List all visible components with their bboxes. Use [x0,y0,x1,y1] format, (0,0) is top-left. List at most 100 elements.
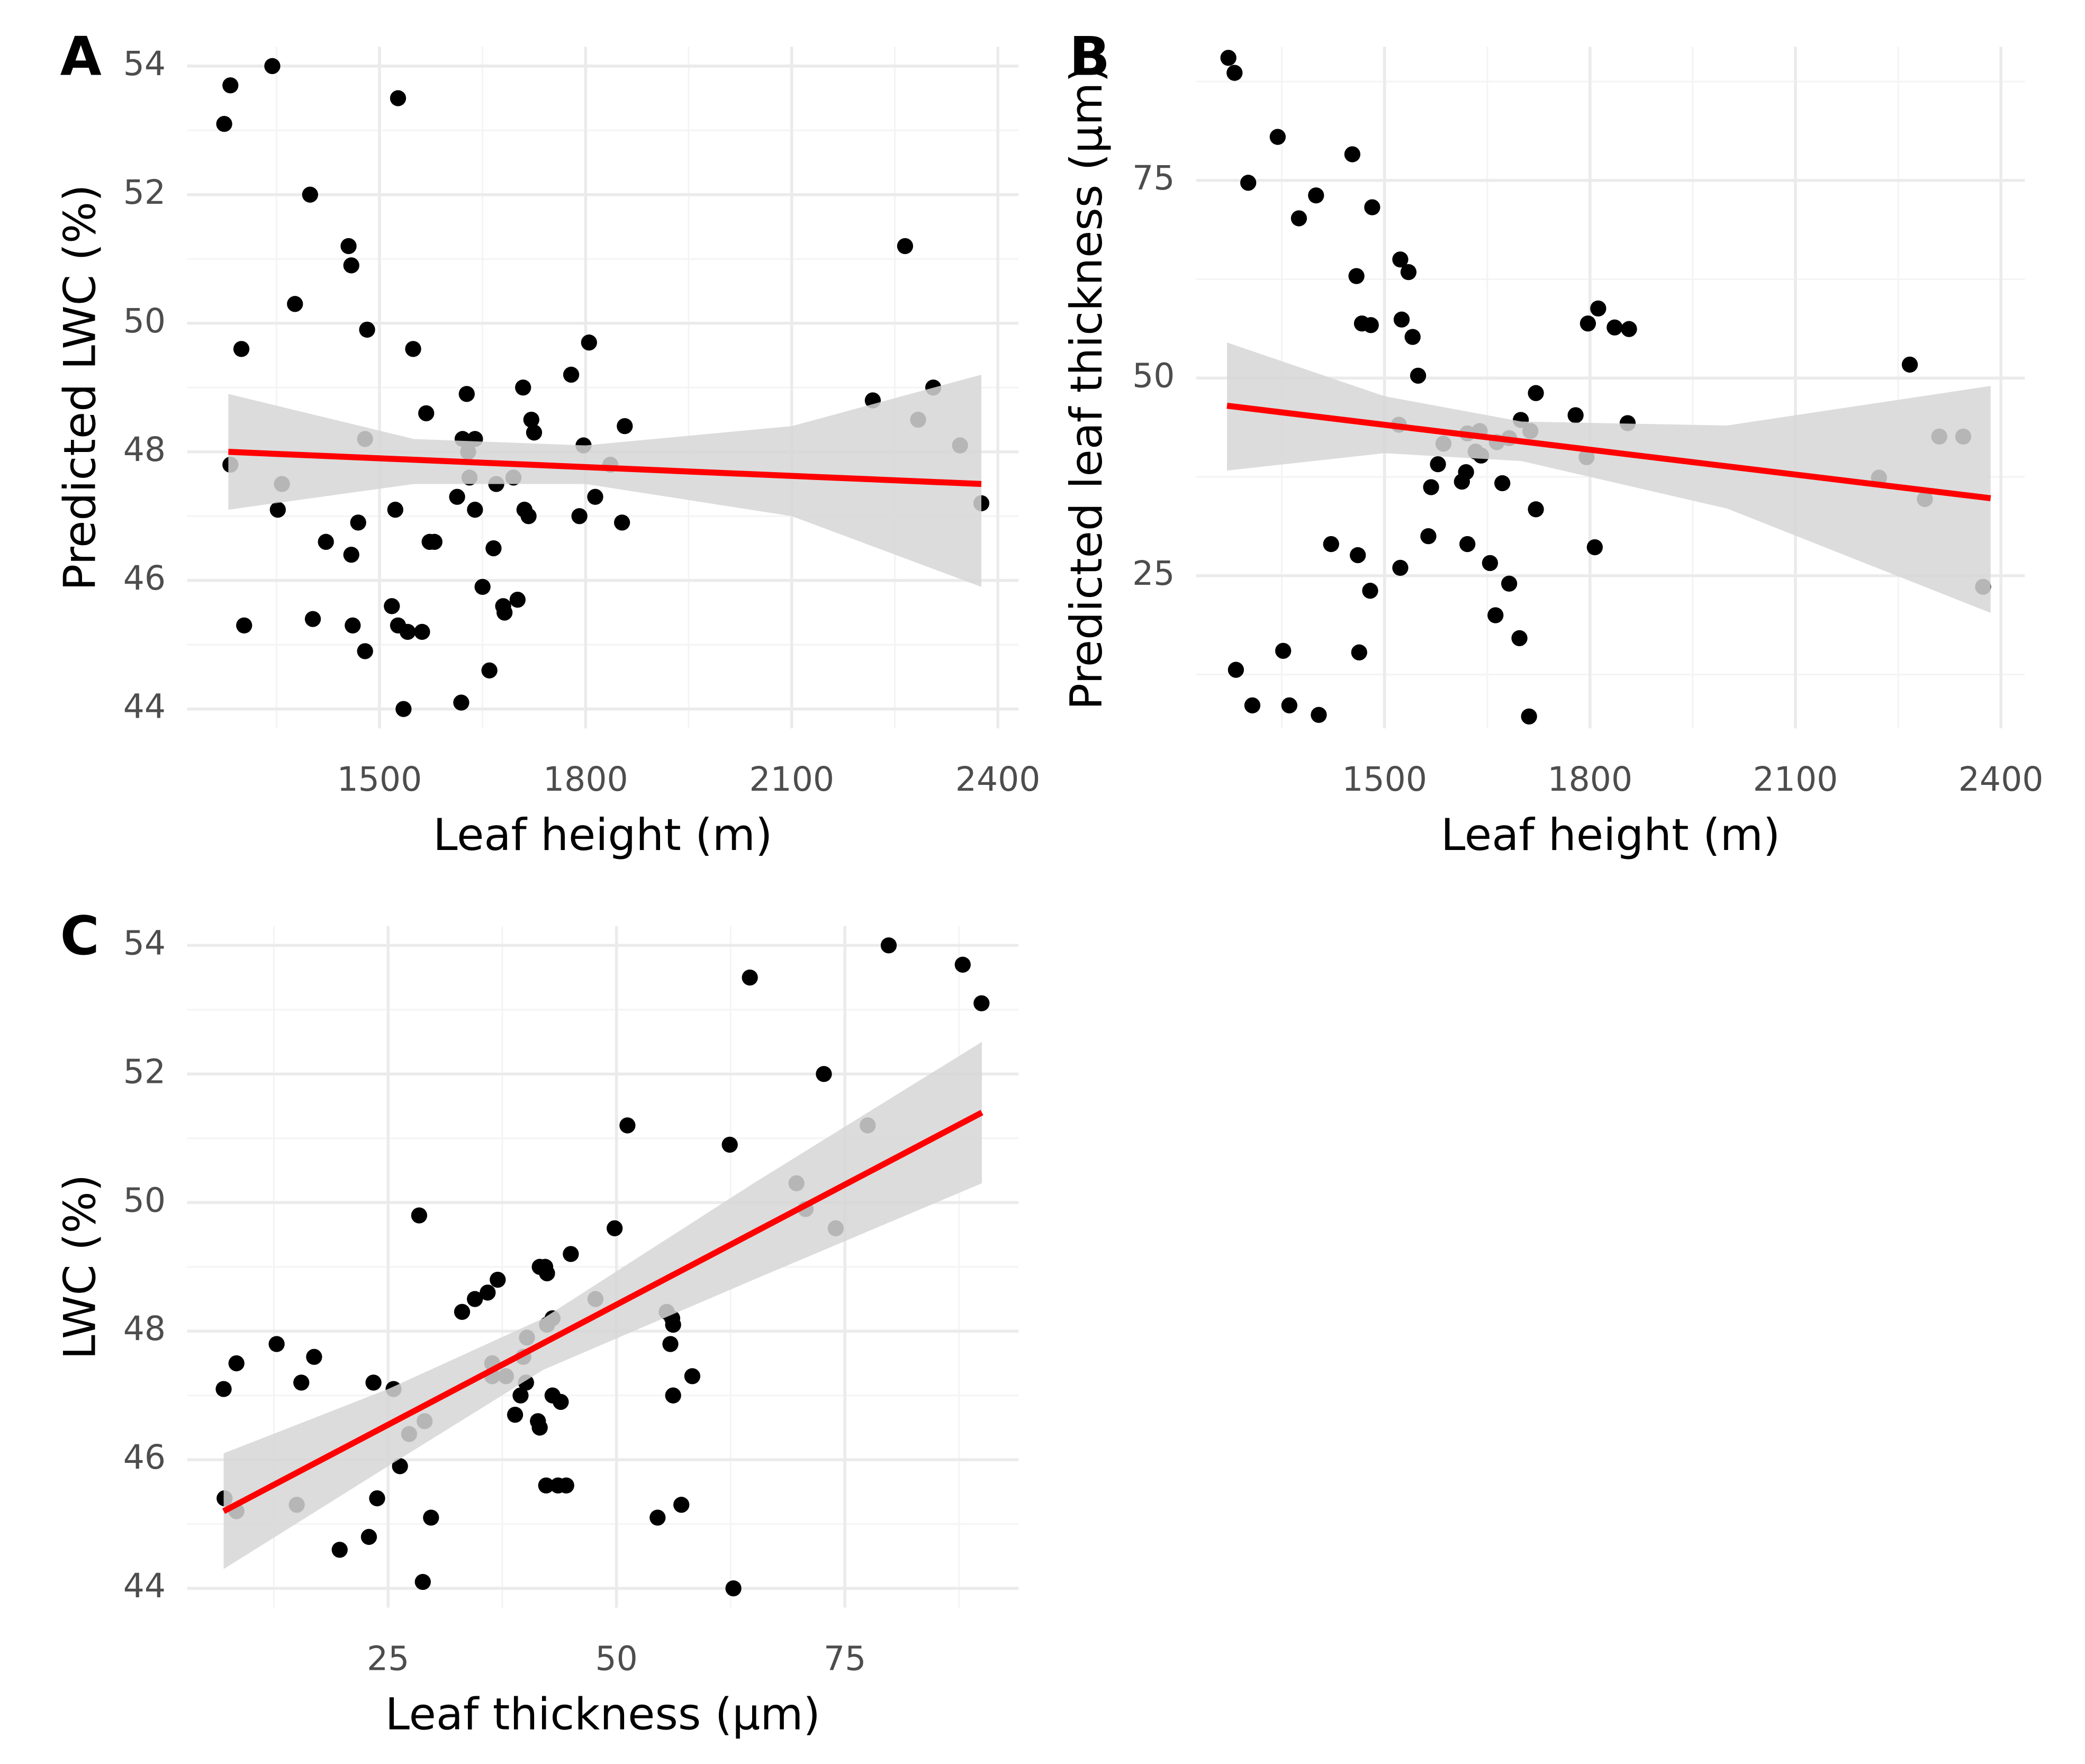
point [539,1265,555,1281]
point [384,598,400,614]
point [423,1509,439,1526]
point [1459,536,1476,553]
point [538,1477,554,1494]
point [1528,501,1544,518]
point [331,1542,348,1558]
point [665,1387,681,1404]
point [414,1573,431,1590]
point [1521,708,1537,725]
y-tick-label: 25 [1132,554,1175,593]
point [1579,315,1596,332]
confidence-band [228,374,981,587]
point [1348,268,1365,284]
point [395,701,412,717]
point [369,1490,385,1507]
point [215,1381,232,1397]
point [526,424,543,441]
point [304,611,321,627]
y-tick-label: 46 [123,558,166,598]
point [340,238,357,255]
fit-line [1226,402,1991,502]
point [343,257,359,274]
x-axis-title: Leaf height (m) [1441,809,1780,861]
confidence-band [223,1042,982,1569]
panel: 1500 1800 2100 2400 44 46 48 50 52 54 Leaf height … [54,25,1040,861]
fit-line [222,1110,983,1514]
point [365,1374,382,1391]
x-axis-title: Leaf height (m) [433,809,772,861]
point [1404,329,1421,345]
y-tick-label: 44 [123,687,166,726]
point [1227,662,1244,678]
point [1410,367,1427,384]
point [350,514,366,531]
point [345,617,361,634]
point [1344,146,1361,162]
point [458,386,475,402]
point [665,1316,681,1333]
point [480,1284,496,1301]
x-tick-label: 1800 [543,759,628,799]
point [1487,607,1504,623]
point [1528,385,1544,401]
point [400,623,416,640]
point [613,514,630,531]
point [228,1355,245,1372]
point [343,546,359,563]
point [509,592,526,608]
point [1423,479,1439,495]
x-tick-label: 50 [595,1639,638,1678]
point [1392,559,1409,576]
point [306,1349,322,1365]
point [1362,317,1379,333]
point [581,334,597,351]
y-tick-label: 54 [123,923,166,962]
point [1269,129,1286,145]
point [1290,210,1307,227]
point [357,643,373,659]
point [490,1271,506,1288]
point [467,501,483,518]
point [1220,50,1236,66]
y-axis-title: LWC (%) [54,1174,105,1360]
x-tick-label: 2100 [1753,759,1838,799]
point [721,1136,738,1153]
x-tick-label: 75 [824,1639,866,1678]
point [673,1497,690,1513]
point [233,341,250,357]
point [1244,697,1261,713]
point [1362,583,1378,599]
point [453,694,470,711]
point [1275,643,1292,659]
point [1590,300,1606,317]
point [449,489,465,505]
point [1586,539,1603,556]
point [1567,407,1584,423]
point [1511,630,1528,646]
point [467,1291,483,1307]
point [1454,473,1470,490]
point [411,1207,428,1224]
point [1364,199,1380,215]
panel-label: B [1069,25,1110,87]
point [269,501,286,518]
y-axis-title: Predicted LWC (%) [54,184,105,591]
point [1323,536,1339,553]
y-tick-label: 50 [1132,356,1175,395]
point [954,956,971,973]
point [1351,644,1367,661]
point [1311,707,1327,723]
panel: 1500 1800 2100 2400 25 50 75 Leaf height (m) Pre… [1061,25,2044,861]
point [390,90,407,106]
point [359,321,375,338]
point [1482,555,1499,572]
point [216,116,232,132]
y-tick-label: 52 [123,173,166,212]
point [816,1066,832,1082]
point [1400,264,1417,281]
point [414,623,430,640]
point [619,1117,636,1134]
x-axis-title: Leaf thickness (μm) [385,1689,820,1740]
point [264,58,281,74]
